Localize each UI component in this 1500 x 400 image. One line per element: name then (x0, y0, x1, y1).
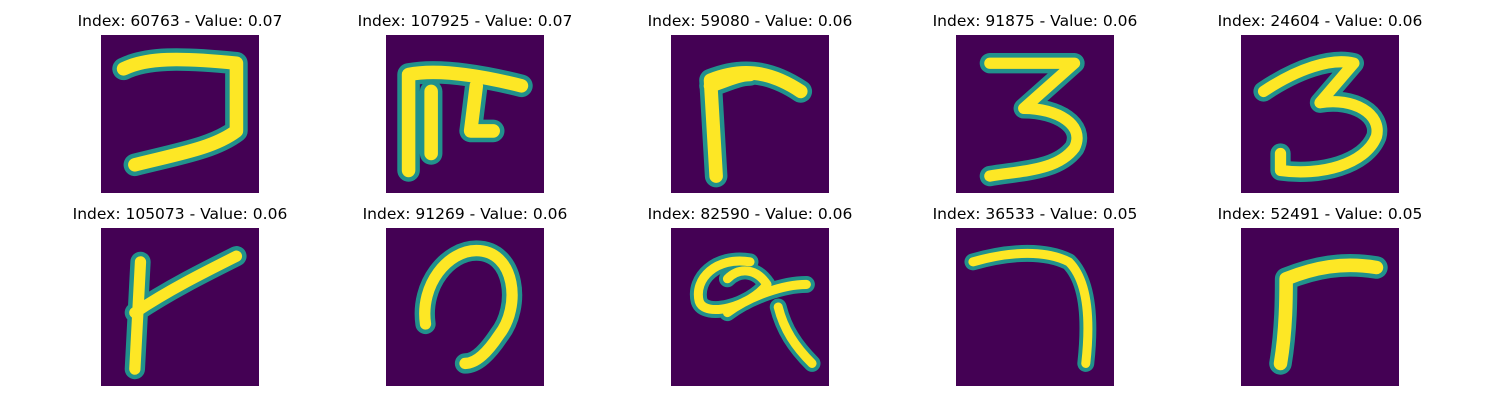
digit-image (386, 228, 544, 386)
digit-image (386, 35, 544, 193)
panel-title: Index: 107925 - Value: 0.07 (357, 12, 573, 30)
panel-title: Index: 24604 - Value: 0.06 (1217, 12, 1423, 30)
panel-title: Index: 91269 - Value: 0.06 (362, 205, 568, 223)
panel-title: Index: 60763 - Value: 0.07 (77, 12, 283, 30)
panel-title: Index: 82590 - Value: 0.06 (647, 205, 853, 223)
digit-image (956, 35, 1114, 193)
digit-image (671, 228, 829, 386)
digit-image (956, 228, 1114, 386)
panel-title: Index: 52491 - Value: 0.05 (1217, 205, 1423, 223)
digit-image (101, 228, 259, 386)
digit-image (101, 35, 259, 193)
panel-title: Index: 36533 - Value: 0.05 (932, 205, 1138, 223)
digit-image (1241, 35, 1399, 193)
digit-image (1241, 228, 1399, 386)
digit-image (671, 35, 829, 193)
panel-title: Index: 59080 - Value: 0.06 (647, 12, 853, 30)
panel-title: Index: 91875 - Value: 0.06 (932, 12, 1138, 30)
panel-title: Index: 105073 - Value: 0.06 (72, 205, 288, 223)
